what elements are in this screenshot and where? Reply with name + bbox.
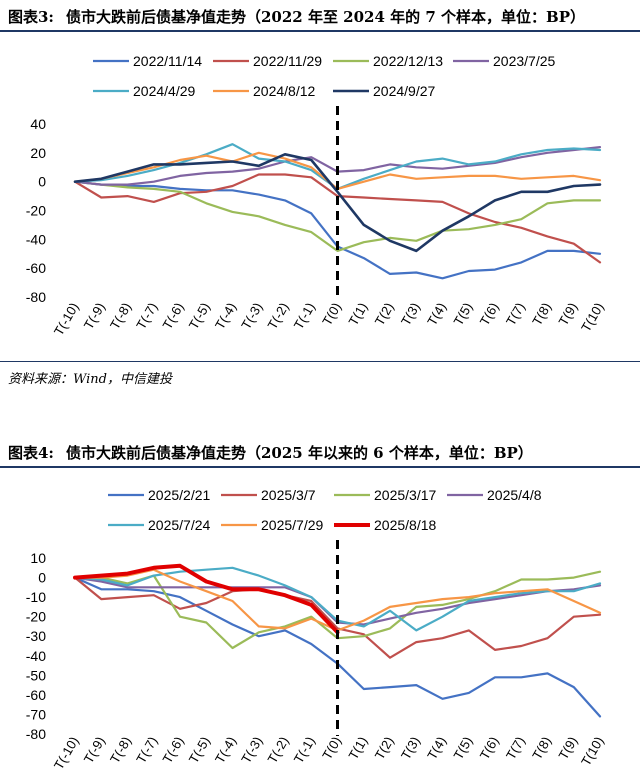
x-tick-label: T(0)	[319, 734, 344, 762]
y-tick-label: -40	[26, 648, 46, 664]
chart-4: 100-10-20-30-40-50-60-70-80 T(-10) T(-9) T(…	[26, 487, 607, 772]
x-tick-label: T(2)	[372, 300, 397, 328]
y-tick-label: 0	[38, 174, 46, 190]
y-tick-label: -80	[26, 726, 46, 742]
figure-4-title: 图表4: 债市大跌前后债基净值走势（2025 年以来的 6 个样本，单位：BP）	[8, 442, 533, 463]
legend-label: 2025/3/7	[261, 487, 316, 503]
series-line-2025-8-18	[73, 563, 340, 635]
legend-label: 2025/7/24	[148, 517, 210, 533]
x-tick-label: T(-5)	[186, 734, 213, 766]
x-tick-label: T(10)	[578, 734, 607, 768]
x-tick-label: T(-3)	[238, 300, 265, 332]
x-tick-label: T(-2)	[265, 734, 292, 766]
x-tick-label: T(-3)	[238, 734, 265, 766]
y-tick-label: 20	[30, 145, 46, 161]
legend-label: 2025/7/29	[261, 517, 323, 533]
x-tick-label: T(9)	[555, 734, 580, 762]
x-tick-label: T(5)	[450, 300, 475, 328]
y-tick-label: -70	[26, 706, 46, 722]
x-tick-label: T(-9)	[81, 734, 108, 766]
x-tick-label: T(-6)	[160, 734, 187, 766]
x-tick-label: T(0)	[319, 300, 344, 328]
x-tick-label: T(4)	[424, 734, 449, 762]
figure-4-top-rule	[0, 466, 640, 468]
legend-label: 2022/11/14	[133, 53, 202, 69]
x-tick-label: T(-1)	[291, 300, 318, 332]
x-tick-label: T(-10)	[51, 300, 82, 338]
legend-label: 2025/2/21	[148, 487, 210, 503]
x-tick-label: T(-4)	[212, 734, 239, 766]
legend-label: 2025/3/17	[374, 487, 436, 503]
y-tick-label: -20	[26, 203, 46, 219]
figure-3-label: 图表3:	[8, 8, 54, 26]
y-tick-label: 0	[38, 570, 46, 586]
x-tick-label: T(3)	[398, 300, 423, 328]
legend-label: 2025/4/8	[487, 487, 542, 503]
x-tick-label: T(-7)	[133, 734, 160, 766]
legend-label: 2024/9/27	[373, 83, 435, 99]
figure-3-title-text: 债市大跌前后债基净值走势（2022 年至 2024 年的 7 个样本，单位：BP…	[65, 8, 585, 26]
figure-4-label: 图表4:	[8, 444, 54, 462]
x-tick-label: T(6)	[477, 300, 502, 328]
y-tick-label: -10	[26, 589, 46, 605]
figure-3-top-rule	[0, 30, 640, 32]
x-tick-label: T(-4)	[212, 300, 239, 332]
x-tick-label: T(-8)	[107, 300, 134, 332]
x-tick-label: T(-8)	[107, 734, 134, 766]
legend-label: 2025/8/18	[374, 517, 436, 533]
figure-4-title-text: 债市大跌前后债基净值走势（2025 年以来的 6 个样本，单位：BP）	[65, 444, 533, 462]
y-tick-label: -20	[26, 609, 46, 625]
y-tick-label: -50	[26, 667, 46, 683]
legend-label: 2024/8/12	[253, 83, 315, 99]
x-tick-label: T(5)	[450, 734, 475, 762]
x-tick-label: T(1)	[345, 734, 370, 762]
x-tick-label: T(8)	[529, 734, 554, 762]
legend-label: 2023/7/25	[493, 53, 555, 69]
legend-label: 2022/11/29	[253, 53, 322, 69]
x-tick-label: T(-1)	[291, 734, 318, 766]
y-tick-label: -80	[26, 289, 46, 305]
series-line-2024-9-27	[73, 153, 602, 253]
x-tick-label: T(1)	[345, 300, 370, 328]
legend-label: 2024/4/29	[133, 83, 195, 99]
y-tick-label: 10	[30, 550, 46, 566]
series-line-2022-12-13	[73, 180, 602, 252]
x-tick-label: T(6)	[477, 734, 502, 762]
x-tick-label: T(9)	[555, 300, 580, 328]
figure-3-bottom-rule	[0, 361, 640, 362]
x-tick-label: T(-7)	[133, 300, 160, 332]
y-tick-label: -40	[26, 231, 46, 247]
y-tick-label: -60	[26, 260, 46, 276]
x-tick-label: T(10)	[578, 300, 607, 334]
figure-3-title: 图表3: 债市大跌前后债基净值走势（2022 年至 2024 年的 7 个样本，单…	[8, 6, 585, 27]
x-tick-label: T(-5)	[186, 300, 213, 332]
x-tick-label: T(-6)	[160, 300, 187, 332]
y-tick-label: -60	[26, 687, 46, 703]
y-tick-label: 40	[30, 116, 46, 132]
source-note: 资料来源：Wind，中信建投	[8, 372, 172, 387]
y-tick-label: -30	[26, 628, 46, 644]
x-tick-label: T(3)	[398, 734, 423, 762]
x-tick-label: T(-2)	[265, 300, 292, 332]
x-tick-label: T(8)	[529, 300, 554, 328]
x-tick-label: T(4)	[424, 300, 449, 328]
x-tick-label: T(2)	[372, 734, 397, 762]
x-tick-label: T(7)	[503, 300, 528, 328]
x-tick-label: T(7)	[503, 734, 528, 762]
series-line-2025-3-7	[73, 576, 602, 659]
x-tick-label: T(-10)	[51, 734, 82, 772]
x-tick-label: T(-9)	[81, 300, 108, 332]
legend-label: 2022/12/13	[373, 53, 443, 69]
